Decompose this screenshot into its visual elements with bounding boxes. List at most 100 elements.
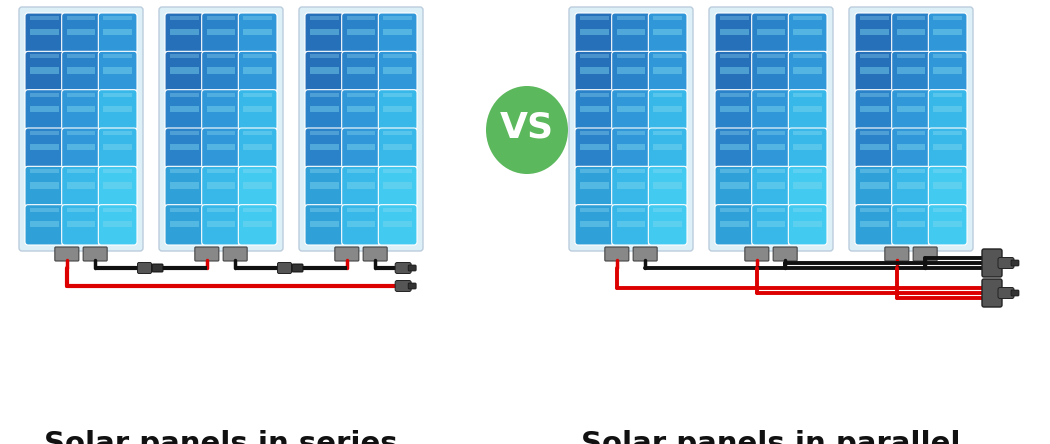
Bar [757, 67, 785, 74]
Bar [720, 169, 749, 174]
Bar [244, 54, 272, 59]
Bar [897, 144, 925, 150]
Bar [346, 29, 375, 35]
Bar [794, 29, 822, 35]
Bar [653, 67, 682, 74]
FancyBboxPatch shape [202, 13, 240, 53]
Bar [720, 131, 749, 135]
Bar [580, 29, 609, 35]
Bar [383, 131, 412, 135]
FancyBboxPatch shape [341, 128, 380, 168]
Bar [244, 144, 272, 150]
FancyBboxPatch shape [715, 205, 754, 245]
FancyBboxPatch shape [25, 166, 64, 206]
Bar [897, 131, 925, 135]
Bar [66, 106, 96, 112]
FancyBboxPatch shape [395, 262, 412, 274]
Text: Solar panels in parallel: Solar panels in parallel [582, 430, 961, 444]
FancyBboxPatch shape [202, 128, 240, 168]
Bar [897, 221, 925, 227]
Bar [860, 54, 888, 59]
Text: VS: VS [500, 111, 554, 145]
FancyBboxPatch shape [891, 128, 930, 168]
Bar [653, 131, 682, 135]
Bar [244, 93, 272, 97]
FancyBboxPatch shape [855, 166, 894, 206]
Bar [653, 221, 682, 227]
Bar [580, 169, 609, 174]
Bar [720, 67, 749, 74]
Bar [897, 169, 925, 174]
Bar [616, 208, 646, 212]
FancyBboxPatch shape [62, 166, 101, 206]
Bar [30, 106, 59, 112]
FancyBboxPatch shape [395, 281, 412, 292]
FancyBboxPatch shape [715, 13, 754, 53]
Bar [66, 144, 96, 150]
Bar [860, 93, 888, 97]
Bar [346, 67, 375, 74]
FancyBboxPatch shape [928, 205, 967, 245]
Bar [30, 29, 59, 35]
Bar [207, 144, 235, 150]
Bar [860, 221, 888, 227]
FancyBboxPatch shape [238, 128, 277, 168]
Bar [933, 144, 962, 150]
Bar [653, 93, 682, 97]
Bar [757, 16, 785, 20]
Bar [170, 54, 198, 59]
Bar [30, 67, 59, 74]
FancyBboxPatch shape [605, 247, 629, 261]
Bar [103, 67, 132, 74]
Bar [933, 29, 962, 35]
Bar [103, 16, 132, 20]
Bar [757, 169, 785, 174]
FancyBboxPatch shape [304, 128, 343, 168]
FancyBboxPatch shape [238, 205, 277, 245]
Bar [30, 54, 59, 59]
Bar [757, 221, 785, 227]
Bar [860, 16, 888, 20]
Bar [103, 106, 132, 112]
FancyBboxPatch shape [224, 247, 247, 261]
Bar [383, 208, 412, 212]
FancyBboxPatch shape [304, 13, 343, 53]
FancyBboxPatch shape [849, 7, 973, 251]
FancyBboxPatch shape [789, 52, 827, 91]
FancyBboxPatch shape [25, 52, 64, 91]
Bar [383, 54, 412, 59]
Bar [933, 67, 962, 74]
Bar [720, 29, 749, 35]
FancyBboxPatch shape [633, 247, 657, 261]
Bar [346, 131, 375, 135]
FancyBboxPatch shape [752, 166, 791, 206]
FancyBboxPatch shape [998, 258, 1014, 269]
FancyBboxPatch shape [752, 13, 791, 53]
Bar [346, 221, 375, 227]
Bar [207, 131, 235, 135]
Bar [383, 106, 412, 112]
FancyBboxPatch shape [648, 205, 687, 245]
Bar [933, 208, 962, 212]
Bar [346, 208, 375, 212]
FancyBboxPatch shape [292, 264, 303, 272]
FancyBboxPatch shape [715, 166, 754, 206]
FancyBboxPatch shape [928, 128, 967, 168]
Bar [933, 169, 962, 174]
Bar [580, 208, 609, 212]
FancyBboxPatch shape [855, 52, 894, 91]
FancyBboxPatch shape [378, 13, 417, 53]
Bar [66, 221, 96, 227]
Bar [860, 208, 888, 212]
FancyBboxPatch shape [341, 13, 380, 53]
FancyBboxPatch shape [928, 13, 967, 53]
FancyBboxPatch shape [408, 283, 416, 289]
FancyBboxPatch shape [62, 128, 101, 168]
Bar [170, 182, 198, 189]
FancyBboxPatch shape [575, 52, 613, 91]
Bar [794, 54, 822, 59]
Bar [207, 208, 235, 212]
Bar [794, 182, 822, 189]
FancyBboxPatch shape [165, 128, 204, 168]
FancyBboxPatch shape [378, 205, 417, 245]
